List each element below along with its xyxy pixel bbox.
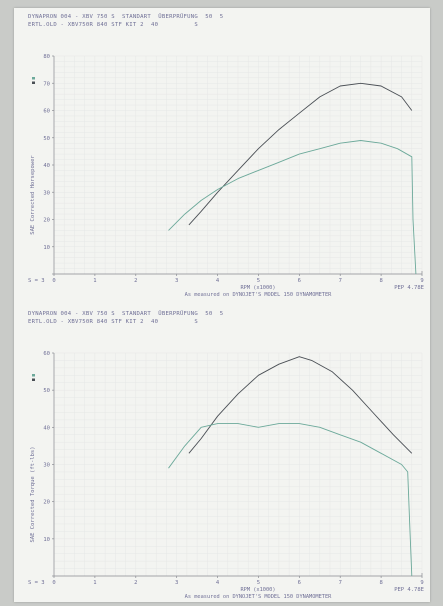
horsepower-chart-panel: DYNAPRON 004 - XBV 750 S STANDART ÜBERPR…: [14, 8, 430, 305]
x-tick-label: 4: [216, 580, 220, 586]
y-tick-label: 20: [43, 500, 50, 506]
dyno-footer: As measured on DYNOJET'S MODEL 150 DYNAM…: [185, 594, 333, 600]
x-axis-label: RPM (x1000): [240, 587, 275, 593]
y-axis-label: SAE Corrected Torque (ft-lbs): [30, 446, 36, 542]
series-line-green: [168, 140, 417, 275]
x-tick-label: 2: [134, 278, 137, 284]
chart-header-line2: ERTL.OLD - XBV750R 840 STF KIT 2 40 S: [28, 319, 199, 325]
y-tick-label: 70: [43, 81, 50, 87]
y-tick-label: 20: [43, 218, 50, 224]
chart-header-line1: DYNAPRON 004 - XBV 750 S STANDART ÜBERPR…: [28, 311, 224, 317]
y-tick-label: 40: [43, 425, 50, 431]
y-tick-label: 50: [43, 388, 50, 394]
y-tick-label: 30: [43, 190, 50, 196]
x-tick-label: 3: [175, 278, 178, 284]
torque-chart: 10 20 30 40 50 60 0 1 2 3 4 5 6 7 8 9 SAE Corrected Torq…: [28, 351, 424, 600]
series-line-green: [168, 423, 413, 577]
pep-label: PEP 4.78E: [394, 587, 424, 593]
x-tick-label: 4: [216, 278, 220, 284]
x-tick-label: 8: [379, 278, 382, 284]
y-tick-label: 80: [43, 54, 50, 60]
legend-marker-dark: [32, 81, 35, 84]
y-tick-label: 50: [43, 136, 50, 142]
y-tick-label: 60: [43, 109, 50, 115]
corner-label: S = 3: [28, 278, 45, 284]
y-tick-label: 10: [43, 537, 50, 543]
legend-marker-green: [32, 77, 35, 80]
chart-header-line1: DYNAPRON 004 - XBV 750 S STANDART ÜBERPR…: [28, 14, 224, 20]
x-tick-label: 5: [257, 580, 260, 586]
dyno-sheet: DYNAPRON 004 - XBV 750 S STANDART ÜBERPR…: [14, 8, 430, 602]
x-tick-label: 9: [420, 580, 423, 586]
grid: [53, 55, 423, 275]
legend-marker-green: [32, 374, 35, 377]
x-axis-label: RPM (x1000): [240, 285, 275, 291]
x-tick-label: 9: [420, 278, 423, 284]
torque-chart-panel: DYNAPRON 004 - XBV 750 S STANDART ÜBERPR…: [14, 305, 430, 602]
y-tick-label: 10: [43, 245, 50, 251]
x-tick-label: 7: [339, 580, 342, 586]
series-line-dark: [188, 356, 413, 454]
legend-marker-dark: [32, 378, 35, 381]
x-tick-label: 3: [175, 580, 178, 586]
x-tick-label: 0: [52, 278, 55, 284]
y-tick-label: 30: [43, 463, 50, 469]
x-tick-label: 0: [52, 580, 55, 586]
chart-header-line2: ERTL.OLD - XBV750R 840 STF KIT 2 40 S: [28, 22, 199, 28]
y-tick-label: 40: [43, 163, 50, 169]
dyno-footer: As measured on DYNOJET'S MODEL 150 DYNAM…: [185, 292, 333, 298]
grid: [53, 352, 423, 577]
pep-label: PEP 4.78E: [394, 285, 424, 291]
x-tick-label: 7: [339, 278, 342, 284]
y-tick-label: 60: [43, 351, 50, 357]
horsepower-chart: 10 20 30 40 50 60 70 80 0 1 2 3 4 5 6 7 8 9 SAE Corrected …: [28, 54, 424, 298]
x-tick-label: 1: [93, 278, 96, 284]
corner-label: S = 3: [28, 580, 45, 586]
x-tick-label: 2: [134, 580, 137, 586]
series-line-dark: [188, 82, 413, 226]
x-tick-label: 1: [93, 580, 96, 586]
x-tick-label: 5: [257, 278, 260, 284]
x-tick-label: 6: [298, 278, 301, 284]
x-tick-label: 6: [298, 580, 301, 586]
x-tick-label: 8: [379, 580, 382, 586]
y-axis-label: SAE Corrected Horsepower: [30, 155, 36, 235]
